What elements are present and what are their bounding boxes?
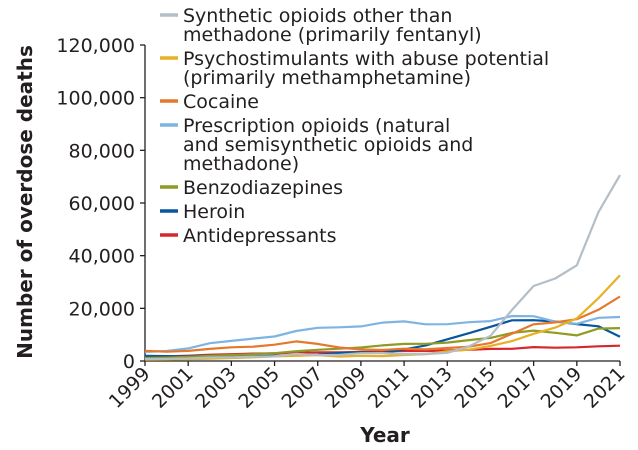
x-tick-label: 2021 <box>580 363 630 413</box>
legend-label: Psychostimulants with abuse potential <box>183 48 549 70</box>
x-tick-label: 2003 <box>191 363 241 413</box>
legend-label: Heroin <box>183 201 245 223</box>
series-line <box>144 174 621 361</box>
x-tick-label: 2011 <box>364 363 414 413</box>
legend-label: Antidepressants <box>183 225 337 247</box>
y-tick-label: 60,000 <box>69 193 135 215</box>
y-axis: 0 20,000 40,000 60,000 80,000 100,000 120,000 <box>56 35 146 373</box>
legend-label: (primarily methamphetamine) <box>183 67 471 89</box>
x-tick-label: 2013 <box>407 363 457 413</box>
x-tick-label: 2005 <box>234 363 284 413</box>
x-tick-label: 2019 <box>537 363 587 413</box>
series-line <box>144 314 621 353</box>
x-tick-label: 2001 <box>148 363 198 413</box>
legend-label: Synthetic opioids other than <box>183 5 452 27</box>
legend-label: methadone (primarily fentanyl) <box>183 24 482 46</box>
y-tick-label: 80,000 <box>69 140 135 162</box>
legend-label: Prescription opioids (natural <box>183 115 450 137</box>
x-tick-label: 2009 <box>321 363 371 413</box>
plot-lines <box>144 174 621 361</box>
x-axis: 1999200120032005200720092011201320152017… <box>105 360 630 413</box>
legend-label: Cocaine <box>183 91 259 113</box>
y-tick-label: 120,000 <box>56 35 135 57</box>
y-tick-label: 100,000 <box>56 88 135 110</box>
legend-label: and semisynthetic opioids and <box>183 134 473 156</box>
x-tick-label: 2015 <box>450 363 500 413</box>
legend-label: methadone) <box>183 153 299 175</box>
svg-text:Number of overdose deaths: Number of overdose deaths <box>13 45 37 359</box>
legend-label: Benzodiazepines <box>183 177 343 199</box>
y-tick-label: 20,000 <box>69 298 135 320</box>
y-tick-label: 40,000 <box>69 246 135 268</box>
x-tick-label: 2007 <box>278 363 328 413</box>
y-tick-label: 0 <box>123 351 135 373</box>
x-tick-label: 2017 <box>493 363 543 413</box>
x-axis-title: Year <box>359 423 410 447</box>
y-axis-title: Number of overdose deaths <box>13 45 37 359</box>
series-line <box>144 295 621 353</box>
